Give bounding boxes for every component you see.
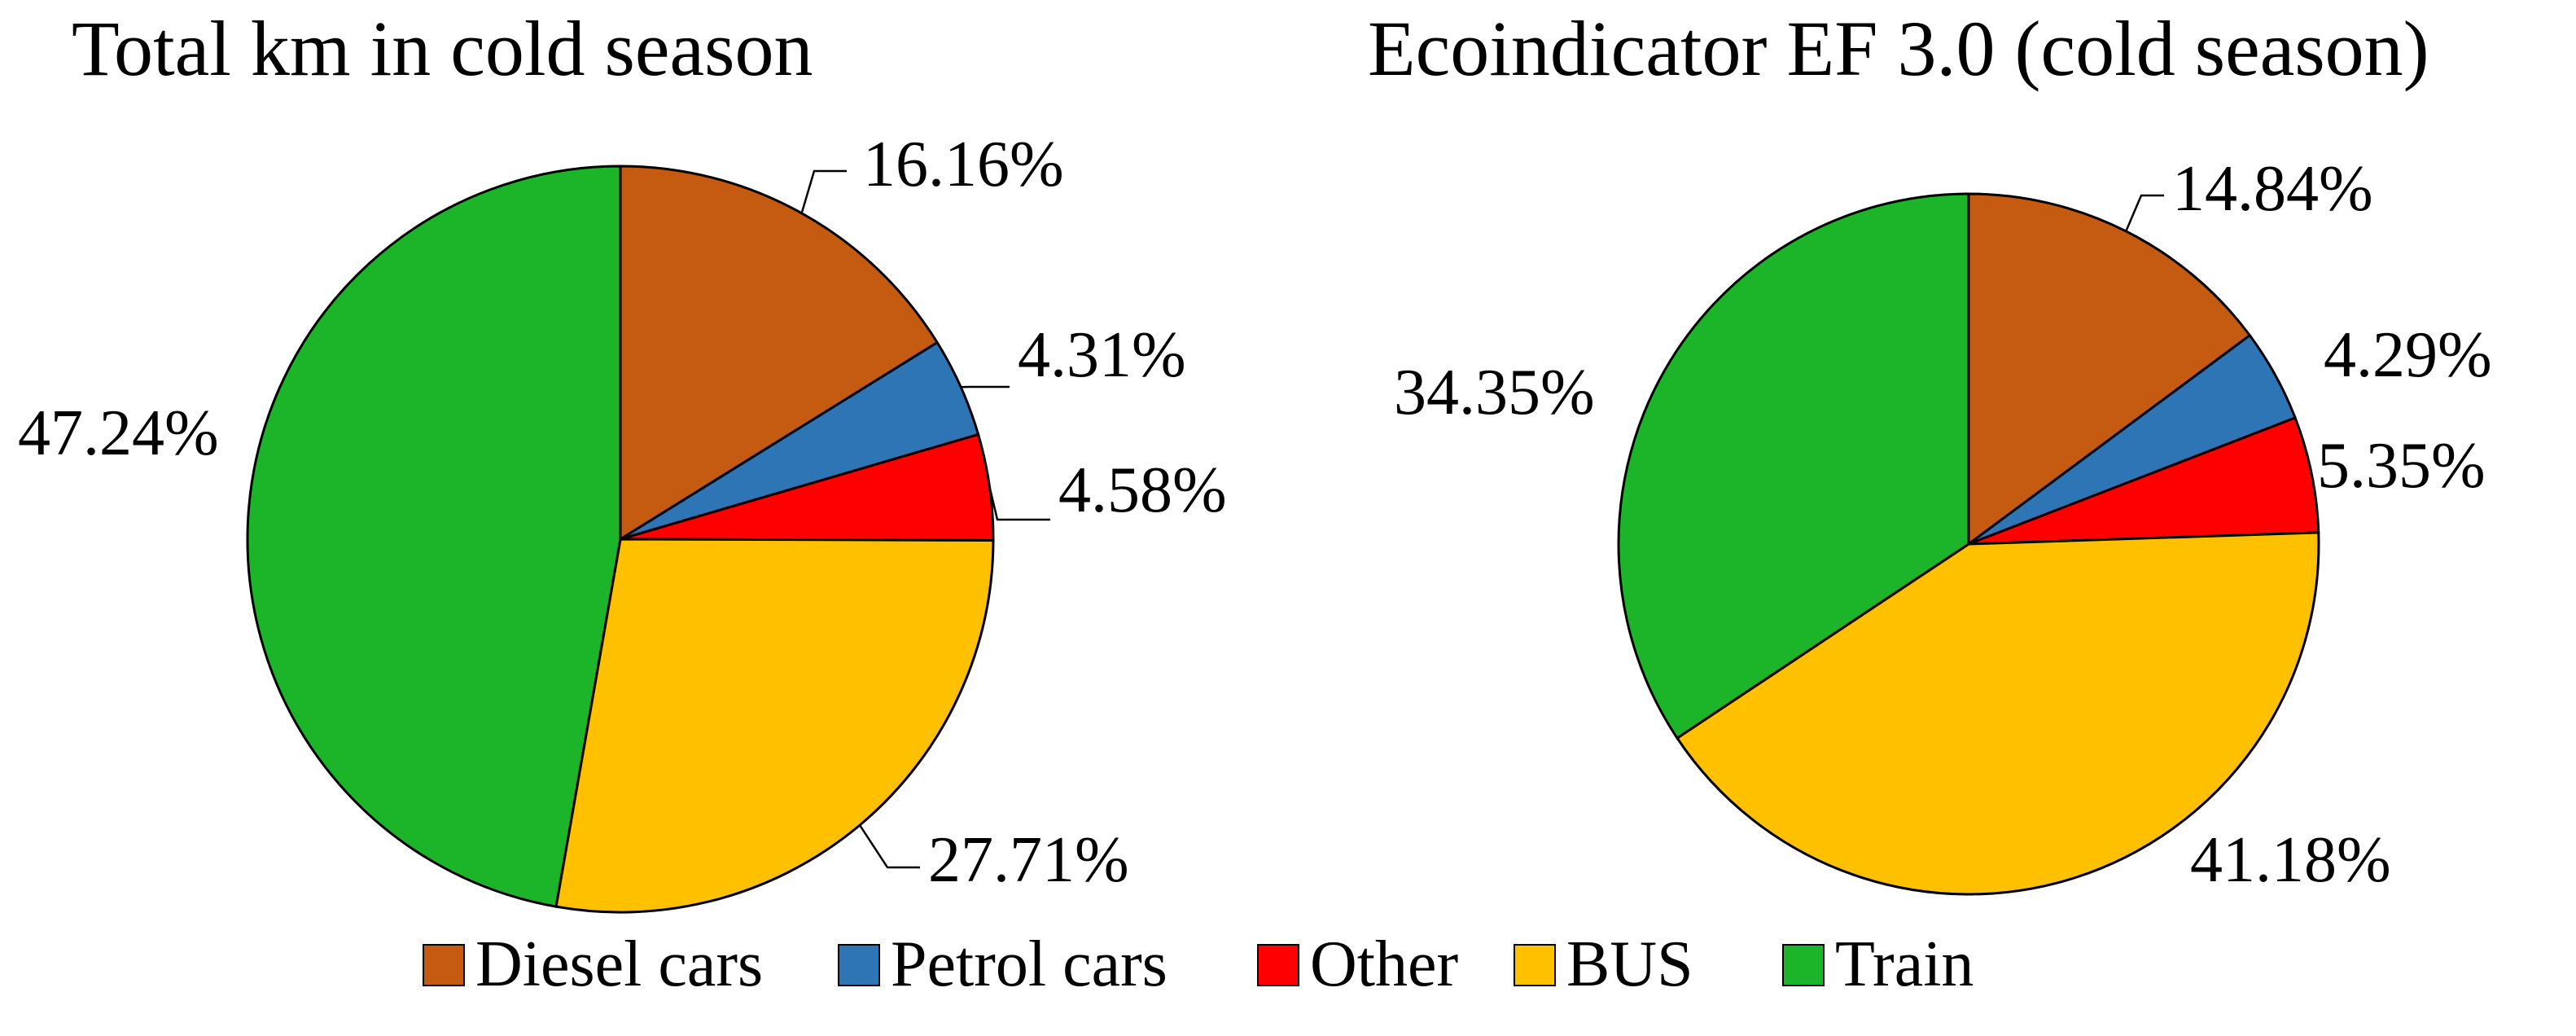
pie-slice-diesel-cars (619, 165, 940, 542)
legend-label-bus: BUS (1566, 928, 1693, 1000)
legend-label-train: Train (1835, 928, 1974, 1000)
data-label-bus: 27.71% (928, 824, 1129, 896)
data-label-other: 5.35% (2317, 430, 2486, 502)
legend-swatch-petrol-cars (838, 944, 880, 986)
data-label-train: 34.35% (1394, 357, 1595, 428)
legend-label-diesel-cars: Diesel cars (475, 928, 763, 1000)
pie-slice-bus (554, 538, 995, 914)
leader-line (800, 169, 847, 214)
pie-slice-train (1617, 192, 1970, 740)
data-label-diesel-cars: 16.16% (863, 129, 1064, 200)
data-label-bus: 41.18% (2190, 824, 2391, 896)
legend: Diesel cars Petrol cars Other BUS Train (423, 928, 1974, 1000)
data-label-diesel-cars: 14.84% (2172, 153, 2373, 225)
data-label-petrol-cars: 4.29% (2324, 319, 2492, 391)
pie-slice-train (246, 165, 622, 908)
legend-label-other: Other (1310, 928, 1458, 1000)
leader-line (2125, 194, 2164, 232)
pie-slice-bus (1675, 531, 2320, 896)
leader-line (858, 824, 920, 869)
data-label-petrol-cars: 4.31% (1018, 319, 1186, 391)
legend-label-petrol-cars: Petrol cars (891, 928, 1168, 1000)
data-label-other: 4.58% (1058, 454, 1227, 526)
chart-title-left: Total km in cold season (72, 5, 813, 92)
leader-line (988, 486, 1050, 521)
legend-swatch-diesel-cars (423, 944, 465, 986)
pie-left: 16.16% 4.31% 4.58% 27.71% 47.24% (18, 129, 1227, 914)
pie-slice-diesel-cars (1967, 192, 2252, 547)
legend-swatch-train (1782, 944, 1825, 986)
legend-swatch-bus (1514, 944, 1556, 986)
data-label-train: 47.24% (18, 397, 219, 469)
legend-swatch-other (1257, 944, 1299, 986)
pie-slice-other (1968, 415, 2320, 546)
pie-right: 14.84% 4.29% 5.35% 41.18% 34.35% (1394, 153, 2492, 896)
chart-title-right: Ecoindicator EF 3.0 (cold season) (1368, 5, 2429, 92)
